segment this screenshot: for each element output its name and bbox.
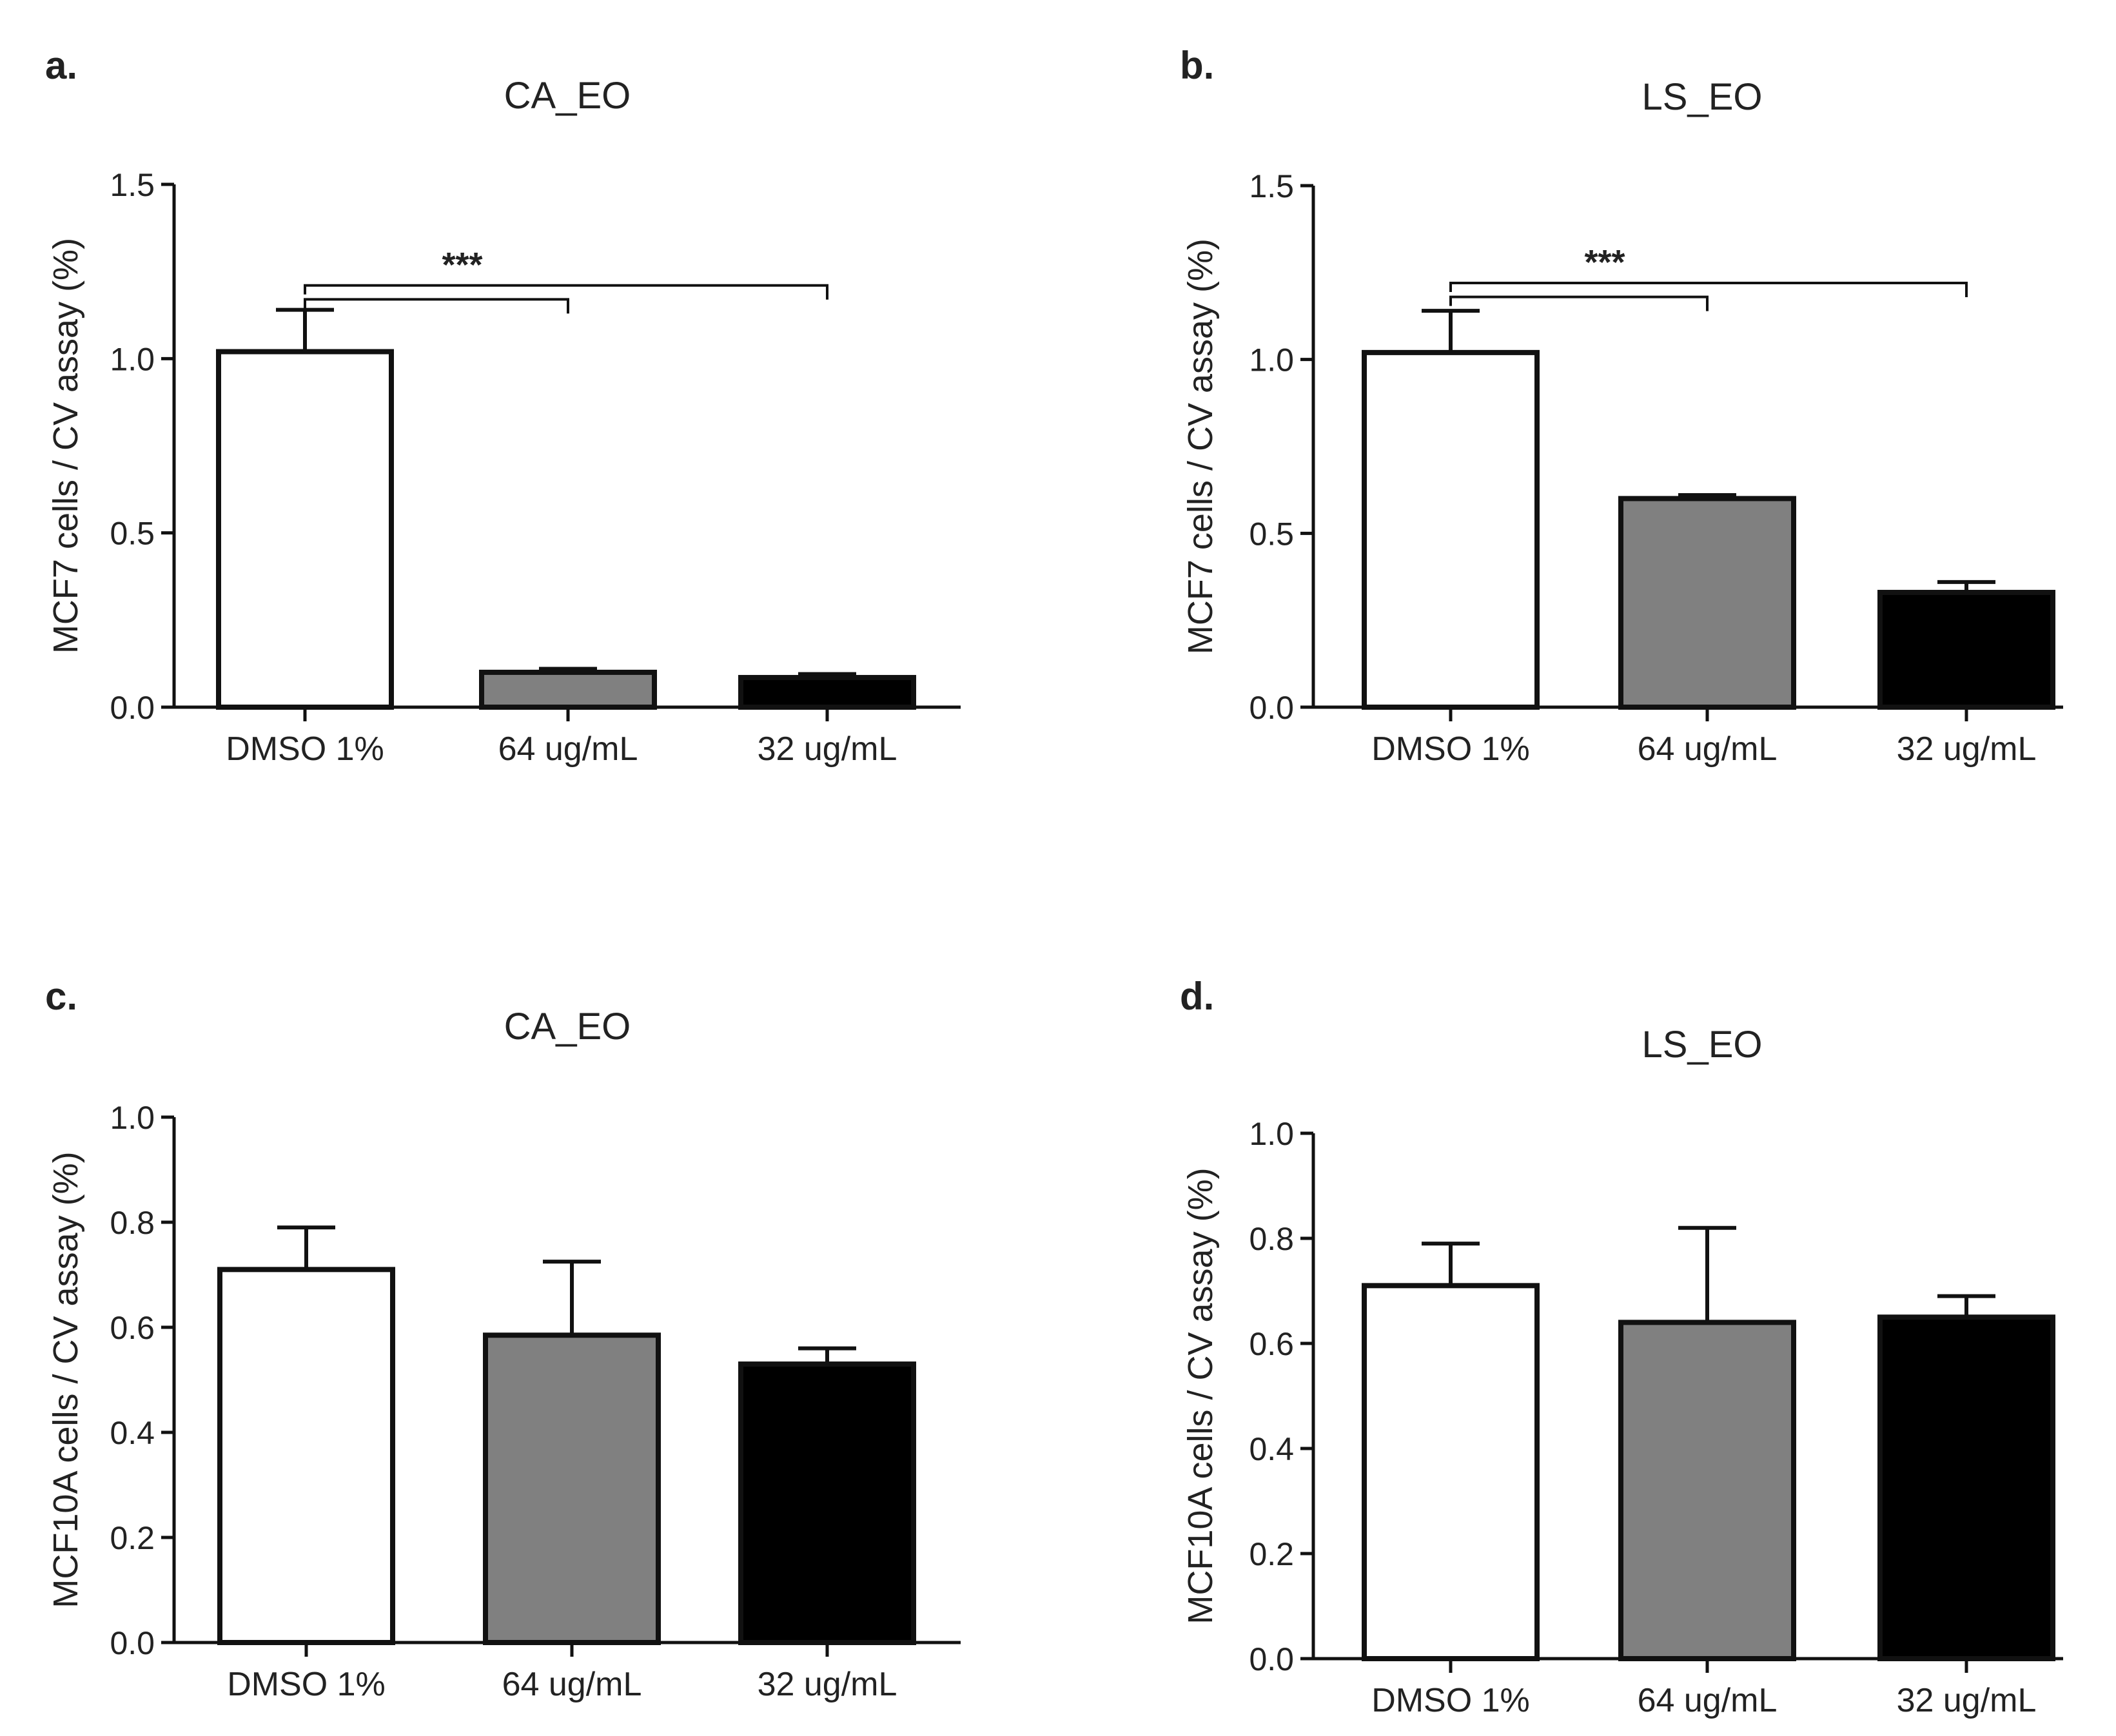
- panel-label: b.: [1180, 44, 1214, 87]
- y-tick-label: 0.2: [1249, 1536, 1294, 1572]
- bar-2: [1877, 590, 2055, 710]
- x-tick-label: 32 ug/mL: [758, 730, 897, 768]
- y-tick-label: 1.5: [110, 167, 155, 203]
- y-tick-label: 0.6: [110, 1310, 155, 1346]
- significance-brackets: ***: [304, 246, 828, 314]
- y-tick-label: 0.4: [1249, 1431, 1294, 1467]
- bar-0: [216, 349, 394, 710]
- bar-1: [1618, 496, 1796, 710]
- y-tick-label: 0.0: [110, 690, 155, 726]
- y-tick-label: 0.2: [110, 1520, 155, 1556]
- y-tick-label: 0.0: [1249, 1641, 1294, 1677]
- significance-bracket: [1449, 282, 1968, 298]
- bar-1: [1618, 1320, 1796, 1661]
- bar-2: [738, 675, 916, 710]
- x-tick-label: DMSO 1%: [1371, 1682, 1530, 1719]
- panel-label: d.: [1180, 975, 1214, 1018]
- y-axis-label: MCF10A cells / CV assay (%): [46, 1151, 85, 1608]
- significance-brackets: ***: [1449, 243, 1968, 311]
- y-tick-label: 0.8: [110, 1205, 155, 1241]
- y-tick-label: 0.5: [110, 516, 155, 552]
- y-tick-label: 0.5: [1249, 516, 1294, 552]
- x-tick-label: DMSO 1%: [227, 1666, 386, 1703]
- x-tick-label: 32 ug/mL: [758, 1666, 897, 1703]
- x-tick-label: 64 ug/mL: [502, 1666, 642, 1703]
- y-tick-label: 1.5: [1249, 168, 1294, 204]
- panel-label: a.: [45, 44, 77, 87]
- bar-0: [1362, 349, 1540, 710]
- y-tick-label: 0.8: [1249, 1221, 1294, 1257]
- y-axis-label: MCF7 cells / CV assay (%): [46, 238, 85, 654]
- chart-title: LS_EO: [1642, 1024, 1763, 1066]
- y-axis-label: MCF7 cells / CV assay (%): [1181, 239, 1220, 654]
- x-tick-label: 32 ug/mL: [1897, 730, 2037, 768]
- y-tick-label: 0.4: [110, 1415, 155, 1451]
- bar-1: [479, 669, 657, 710]
- significance-label: ***: [442, 246, 482, 284]
- x-tick-label: DMSO 1%: [1371, 730, 1530, 768]
- chart-title: CA_EO: [504, 75, 631, 117]
- x-tick-label: 32 ug/mL: [1897, 1682, 2037, 1719]
- chart-panel-d: d. LS_EO MCF10A cells / CV assay (%) 0.0 0.2…: [1180, 975, 2063, 1719]
- y-tick-label: 1.0: [1249, 342, 1294, 378]
- y-tick-label: 0.6: [1249, 1326, 1294, 1362]
- chart-title: CA_EO: [504, 1006, 631, 1048]
- y-tick-label: 0.0: [1249, 690, 1294, 726]
- significance-bracket: [304, 298, 569, 314]
- y-tick-label: 1.0: [110, 1100, 155, 1136]
- significance-bracket: [304, 284, 828, 300]
- bar-2: [1877, 1314, 2055, 1661]
- bar-0: [217, 1267, 395, 1645]
- chart-panel-b: b. LS_EO MCF7 cells / CV assay (%) 0.0 0.5 1.…: [1180, 44, 2063, 768]
- chart-panel-a: a. CA_EO MCF7 cells / CV assay (%) 0.0 0.5 1.…: [45, 44, 961, 768]
- panel-label: c.: [45, 975, 77, 1018]
- x-tick-label: DMSO 1%: [226, 730, 384, 768]
- chart-panel-c: c. CA_EO MCF10A cells / CV assay (%) 0.0 0.2…: [45, 975, 961, 1703]
- bar-0: [1362, 1283, 1540, 1661]
- y-tick-label: 0.0: [110, 1625, 155, 1661]
- significance-label: ***: [1584, 243, 1625, 282]
- x-tick-label: 64 ug/mL: [1638, 730, 1778, 768]
- significance-bracket: [1449, 295, 1709, 311]
- x-tick-label: 64 ug/mL: [1638, 1682, 1778, 1719]
- y-axis-label: MCF10A cells / CV assay (%): [1181, 1167, 1220, 1624]
- bar-1: [483, 1332, 661, 1646]
- x-tick-label: 64 ug/mL: [498, 730, 638, 768]
- y-tick-label: 1.0: [1249, 1116, 1294, 1152]
- chart-title: LS_EO: [1642, 76, 1763, 118]
- y-tick-label: 1.0: [110, 341, 155, 377]
- bar-2: [738, 1361, 916, 1646]
